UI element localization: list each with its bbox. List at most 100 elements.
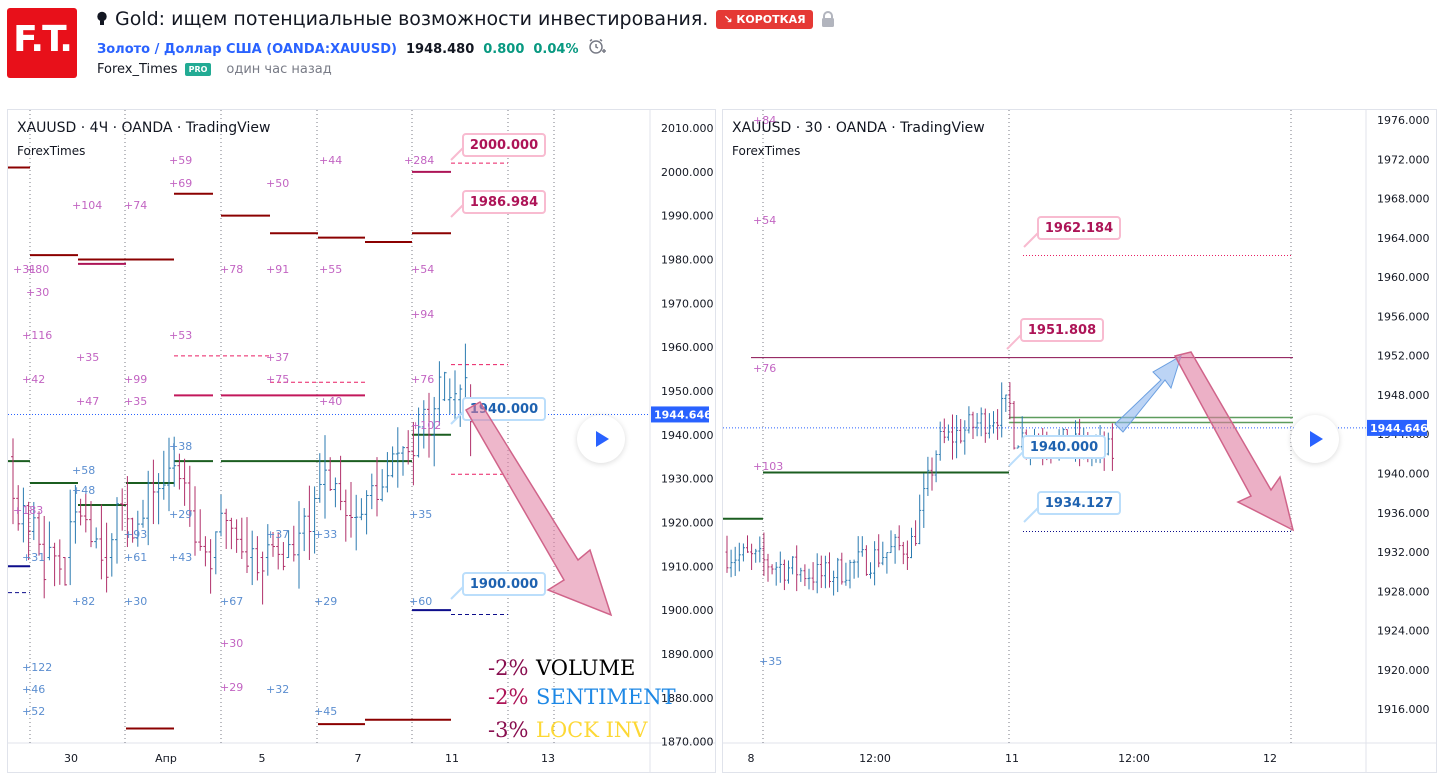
level-score-pink: +47 xyxy=(76,395,99,408)
price-callout-pointer xyxy=(1008,451,1024,467)
idea-header: Gold: ищем потенциальные возможности инв… xyxy=(97,8,835,30)
forecast-up-arrow xyxy=(1114,354,1182,433)
price-callout-label: 2000.000 xyxy=(470,138,538,153)
price-tick-label: 1930.000 xyxy=(661,473,714,486)
current-price-tag xyxy=(651,406,709,423)
price-tick-label: 1948.000 xyxy=(1377,389,1430,402)
price-change-pct: 0.04% xyxy=(533,41,579,57)
author-name[interactable]: Forex_Times xyxy=(97,62,178,77)
level-score-blue: +46 xyxy=(22,683,45,696)
price-tick-label: 1950.000 xyxy=(661,385,714,398)
level-score-pink: +104 xyxy=(72,199,102,212)
level-score-blue: +43 xyxy=(169,551,192,564)
price-tick-label: 1920.000 xyxy=(661,516,714,529)
volume-label: VOLUME xyxy=(536,656,636,680)
right-chart-subtitle: ForexTimes xyxy=(732,144,801,158)
level-score-blue: +35 xyxy=(409,508,432,521)
right-chart-title: XAUUSD · 30 · OANDA · TradingView xyxy=(732,120,985,136)
alarm-clock-icon[interactable] xyxy=(588,38,606,60)
level-score-blue: +29 xyxy=(169,508,192,521)
current-price-label: 1944.646 xyxy=(1370,422,1428,435)
level-score-pink: +30 xyxy=(220,637,243,650)
price-tick-label: 1870.000 xyxy=(661,736,714,749)
price-change: 0.800 xyxy=(483,41,525,57)
pro-badge: PRO xyxy=(184,63,212,76)
level-score-pink: +69 xyxy=(169,177,192,190)
level-score-pink: +29 xyxy=(220,681,243,694)
level-score-pink: +42 xyxy=(22,373,45,386)
price-tick-label: 1936.000 xyxy=(1377,507,1430,520)
level-score-pink: +30 xyxy=(26,286,49,299)
price-tick-label: 1924.000 xyxy=(1377,625,1430,638)
idea-title: Gold: ищем потенциальные возможности инв… xyxy=(115,8,709,30)
forecast-down-arrow xyxy=(464,400,613,617)
price-tick-label: 1972.000 xyxy=(1377,153,1430,166)
level-score-blue: +45 xyxy=(314,705,337,718)
level-score-blue: +35 xyxy=(759,655,782,668)
price-tick-label: 1880.000 xyxy=(661,692,714,705)
sentiment-label: SENTIMENT xyxy=(536,685,676,709)
level-score-blue: +58 xyxy=(72,464,95,477)
price-tick-label: 1900.000 xyxy=(661,604,714,617)
price-callout-box xyxy=(1020,318,1104,342)
price-tick-label: 2010.000 xyxy=(661,122,714,135)
price-callout-label: 1900.000 xyxy=(470,577,538,592)
price-callout-pointer xyxy=(450,147,464,161)
level-score-pink: +55 xyxy=(319,263,342,276)
price-tick-label: 1920.000 xyxy=(1377,664,1430,677)
level-score-blue: +61 xyxy=(124,551,147,564)
price-tick-label: 1990.000 xyxy=(661,210,714,223)
level-score-pink: +74 xyxy=(124,199,147,212)
price-tick-label: 1970.000 xyxy=(661,297,714,310)
brand-logo[interactable]: F.T. xyxy=(7,8,77,78)
price-tick-label: 2000.000 xyxy=(661,166,714,179)
current-price-label: 1944.646 xyxy=(654,408,712,421)
right-play-button[interactable] xyxy=(1291,415,1339,463)
lock-pct: -3% xyxy=(488,718,529,742)
time-tick-label: 12:00 xyxy=(1118,752,1150,765)
price-callout-label: 1962.184 xyxy=(1045,221,1113,236)
legend-row-lock: -3% LOCK INV xyxy=(488,716,676,745)
price-tick-label: 1940.000 xyxy=(661,429,714,442)
price-tick-label: 1890.000 xyxy=(661,648,714,661)
time-tick-label: 8 xyxy=(748,752,755,765)
right-chart-canvas[interactable]: 1976.000 1972.000 1968.000 1964.000 1960.000… xyxy=(723,110,1436,772)
level-score-blue: +93 xyxy=(124,528,147,541)
left-play-button[interactable] xyxy=(577,415,625,463)
legend-row-volume: -2% VOLUME xyxy=(488,654,676,683)
price-tick-label: 1916.000 xyxy=(1377,703,1430,716)
price-tick-label: 1940.000 xyxy=(1377,468,1430,481)
level-score-pink: +76 xyxy=(411,373,434,386)
time-tick-label: 5 xyxy=(259,752,266,765)
level-score-pink: +59 xyxy=(169,154,192,167)
level-score-blue: +32 xyxy=(266,683,289,696)
left-chart-canvas[interactable]: 2010.000 2000.000 1990.000 1980.000 1970.000… xyxy=(8,110,715,772)
left-chart-title: XAUUSD · 4Ч · OANDA · TradingView xyxy=(17,120,271,136)
level-score-pink: +102 xyxy=(411,419,441,432)
price-callout-box xyxy=(462,190,546,214)
lock-icon xyxy=(821,11,835,27)
sentiment-pct: -2% xyxy=(488,685,529,709)
price-tick-label: 1976.000 xyxy=(1377,114,1430,127)
symbol-link[interactable]: Золото / Доллар США (OANDA:XAUUSD) xyxy=(97,41,397,57)
lock-label: LOCK INV xyxy=(536,718,648,742)
level-score-blue: +33 xyxy=(314,528,337,541)
price-callout-pointer xyxy=(450,586,464,600)
left-chart-subtitle: ForexTimes xyxy=(17,144,86,158)
price-tick-label: 1952.000 xyxy=(1377,350,1430,363)
current-price-tag xyxy=(1367,419,1427,436)
left-chart-panel[interactable]: 2010.000 2000.000 1990.000 1980.000 1970.000… xyxy=(7,109,716,773)
level-score-blue: +52 xyxy=(22,705,45,718)
scores-legend: -2% VOLUME -2% SENTIMENT -3% LOCK INV xyxy=(488,654,676,745)
right-chart-panel[interactable]: 1976.000 1972.000 1968.000 1964.000 1960.000… xyxy=(722,109,1437,773)
level-score-pink: +35 xyxy=(76,351,99,364)
level-score-pink: +54 xyxy=(753,214,776,227)
level-score-pink: +183 xyxy=(13,504,43,517)
volume-pct: -2% xyxy=(488,656,529,680)
author-row: Forex_Times PRO один час назад xyxy=(97,62,332,77)
post-time: один час назад xyxy=(226,62,332,77)
price-callout-label: 1934.127 xyxy=(1045,496,1113,511)
level-score-blue: +48 xyxy=(72,484,95,497)
level-score-pink: +50 xyxy=(266,177,289,190)
price-callout-label: 1940.000 xyxy=(1030,440,1098,455)
